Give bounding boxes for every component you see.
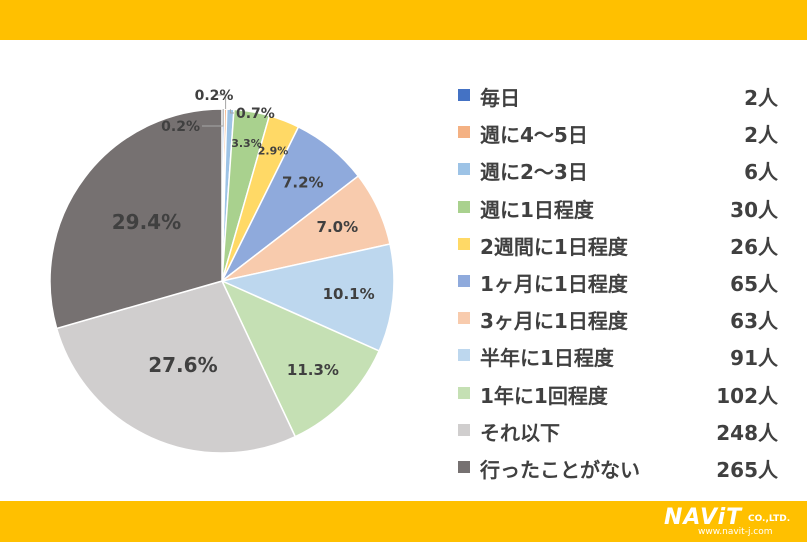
legend-item: 週に4〜5日 2人 [458,117,778,147]
legend-count: 65人 [730,272,778,296]
legend-label: 行ったことがない [480,458,640,482]
pie-chart: 0.2%0.2%0.7%3.3%2.9%7.2%7.0%10.1%11.3%27… [49,88,395,454]
legend-item: それ以下 248人 [458,415,778,445]
legend-item: 3ヶ月に1日程度 63人 [458,303,778,333]
legend-label: 毎日 [480,86,520,110]
legend-label: 1年に1回程度 [480,383,608,408]
legend-count: 265人 [716,458,778,482]
legend-item: 毎日 2人 [458,80,778,110]
legend-count: 63人 [730,309,778,334]
legend-item: 行ったことがない 265人 [458,452,778,482]
pie-slice [219,243,395,352]
pie-slice [220,279,381,438]
legend-item: 2週間に1日程度 26人 [458,229,778,259]
legend-label: 週に2〜3日 [480,160,588,185]
legend-count: 30人 [730,197,778,222]
pie-percent-label: 3.3% [231,137,262,150]
legend-count: 6人 [744,160,778,185]
pie-percent-label: 2.9% [258,145,289,158]
navit-logo: NAViT CO.,LTD. www.navit-j.com [664,505,800,539]
pie-percent-label: 0.2% [195,88,234,104]
leader-line [202,109,224,127]
legend-label: 1ヶ月に1日程度 [480,272,628,296]
legend-label: それ以下 [480,420,560,445]
legend-item: 1年に1回程度 102人 [458,378,778,408]
top-banner [0,0,807,40]
bottom-banner [0,501,807,542]
pie-percent-label: 29.4% [112,210,181,234]
legend-item: 半年に1日程度 91人 [458,340,778,370]
legend-swatch [458,461,470,473]
pie-percent-label: 10.1% [323,285,375,303]
pie-percent-label: 0.7% [236,106,275,122]
logo-company-suffix: CO.,LTD. [748,514,791,524]
legend-item: 週に1日程度 30人 [458,192,778,222]
legend-swatch [458,237,470,250]
legend-swatch [458,163,470,176]
legend-swatch [458,275,470,287]
leader-line [229,109,234,114]
legend-label: 3ヶ月に1日程度 [480,309,628,334]
legend-count: 26人 [730,234,778,259]
legend-label: 半年に1日程度 [480,346,614,371]
legend-swatch [458,312,470,325]
legend-swatch [458,349,470,362]
legend-count: 2人 [744,123,778,148]
pie-percent-label: 7.2% [282,174,324,192]
legend-item: 週に2〜3日 6人 [458,154,778,184]
legend-count: 2人 [744,86,778,110]
pie-slice [55,280,297,454]
pie-percent-label: 11.3% [287,361,339,379]
legend-swatch [458,423,470,436]
pie-percent-label: 7.0% [317,218,359,236]
logo-url: www.navit-j.com [698,527,773,537]
legend-label: 週に1日程度 [480,197,594,222]
pie-percent-label: 27.6% [148,353,217,377]
pie-slice [49,108,223,330]
pie-percent-label: 0.2% [161,119,200,135]
legend-count: 248人 [716,420,778,445]
legend-label: 週に4〜5日 [480,123,588,148]
legend-swatch [458,200,470,213]
legend-count: 91人 [730,346,778,371]
legend-swatch [458,89,470,101]
legend-item: 1ヶ月に1日程度 65人 [458,266,778,296]
legend-count: 102人 [716,383,778,408]
legend-swatch [458,386,470,399]
leader-line [214,94,227,110]
legend-swatch [458,126,470,139]
legend-label: 2週間に1日程度 [480,234,628,259]
logo-wordmark: NAViT [664,505,743,530]
